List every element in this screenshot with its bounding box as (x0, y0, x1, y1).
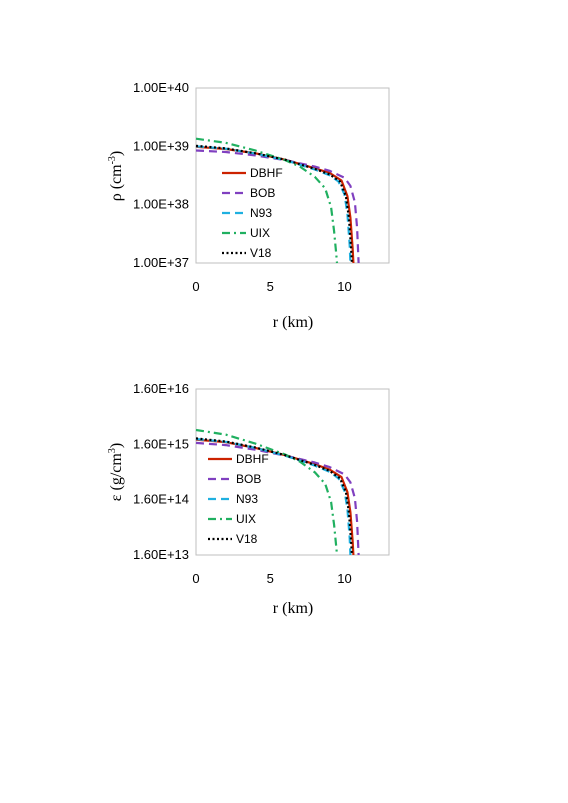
legend-label-n93: N93 (250, 206, 272, 220)
x-tick-label: 10 (337, 571, 351, 586)
y-tick-labels: 1.60E+13 1.60E+14 1.60E+15 1.60E+16 (133, 381, 189, 562)
y-axis-label-exponent: 3 (107, 448, 118, 453)
legend-label-dbhf: DBHF (236, 452, 269, 466)
y-tick-label: 1.60E+13 (133, 547, 189, 562)
y-tick-label: 1.60E+14 (133, 492, 189, 507)
y-axis-label-close: ) (108, 443, 125, 448)
x-tick-label: 0 (192, 279, 199, 294)
legend: DBHF BOB N93 UIX V18 (222, 166, 283, 260)
energy-density-chart: 1.60E+13 1.60E+14 1.60E+15 1.60E+16 0 5 10 DB… (107, 381, 390, 617)
y-axis-label: ε (g/cm3) (107, 443, 125, 501)
x-axis-label: r (km) (273, 600, 313, 617)
series-line-n93 (195, 145, 352, 264)
x-axis-label: r (km) (273, 314, 313, 331)
y-axis-label-close: ) (108, 151, 125, 156)
y-tick-label: 1.60E+16 (133, 381, 189, 396)
series-line-bob (195, 441, 360, 556)
series-line-uix (195, 137, 339, 264)
y-axis-label-base: ε (g/cm (108, 453, 125, 502)
x-tick-labels: 0 5 10 (192, 279, 351, 294)
y-tick-label: 1.00E+37 (133, 255, 189, 270)
legend-label-n93: N93 (236, 492, 258, 506)
legend-label-v18: V18 (250, 246, 272, 260)
legend: DBHF BOB N93 UIX V18 (208, 452, 269, 546)
legend-label-bob: BOB (250, 186, 275, 200)
x-tick-label: 0 (192, 571, 199, 586)
series-line-v18 (195, 144, 353, 264)
y-tick-labels: 1.00E+37 1.00E+38 1.00E+39 1.00E+40 (133, 80, 189, 270)
series-line-dbhf (195, 145, 355, 264)
y-axis-label-base: ρ (cm (108, 164, 125, 201)
plot-frame (195, 87, 390, 264)
plot-frame (195, 388, 390, 556)
series-line-uix (195, 428, 339, 556)
y-tick-label: 1.00E+40 (133, 80, 189, 95)
x-tick-label: 5 (267, 279, 274, 294)
legend-label-v18: V18 (236, 532, 258, 546)
y-axis-label-exponent: -3 (107, 156, 118, 164)
y-axis-label: ρ (cm-3) (107, 151, 125, 202)
series-line-bob (195, 149, 360, 264)
legend-label-uix: UIX (250, 226, 270, 240)
series-line-v18 (195, 437, 353, 556)
legend-label-dbhf: DBHF (250, 166, 283, 180)
legend-label-bob: BOB (236, 472, 261, 486)
series-layer (195, 137, 360, 264)
x-tick-labels: 0 5 10 (192, 571, 351, 586)
x-tick-label: 5 (267, 571, 274, 586)
y-tick-label: 1.00E+39 (133, 138, 189, 153)
series-layer (195, 428, 360, 556)
y-tick-label: 1.60E+15 (133, 436, 189, 451)
density-chart: 1.00E+37 1.00E+38 1.00E+39 1.00E+40 0 5 10 DB… (107, 80, 390, 331)
y-tick-label: 1.00E+38 (133, 197, 189, 212)
legend-label-uix: UIX (236, 512, 256, 526)
series-line-n93 (195, 437, 352, 556)
x-tick-label: 10 (337, 279, 351, 294)
